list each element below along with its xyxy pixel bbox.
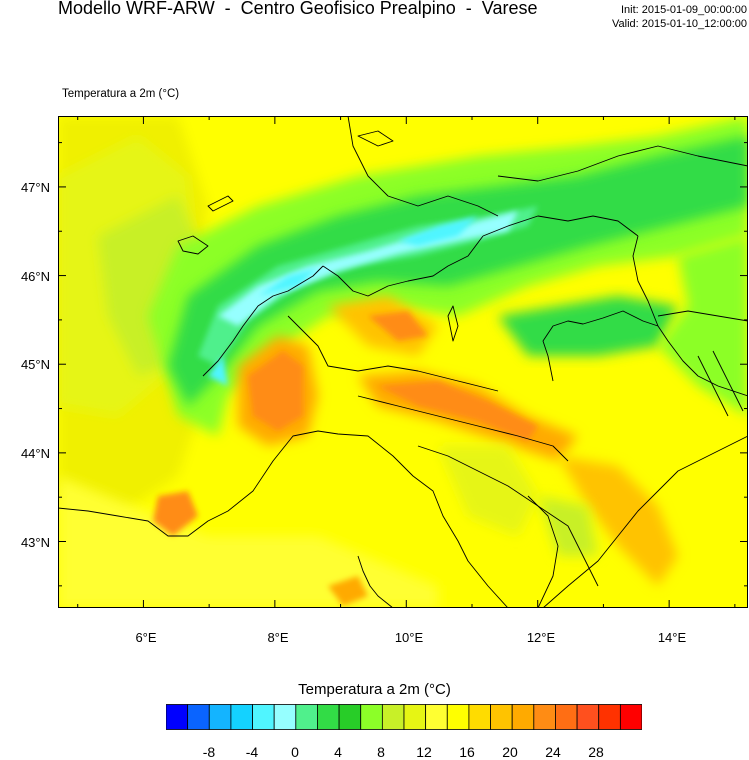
colorbar-box (468, 704, 491, 730)
colorbar-box (425, 704, 448, 730)
coastline-istria (657, 325, 748, 397)
lat-label-43: 43°N (20, 535, 50, 550)
border-swiss-italy (322, 235, 484, 297)
lake-geneva (177, 235, 209, 255)
border-tuscany (417, 445, 599, 587)
border-austria-north (497, 145, 748, 182)
field-tuscany (438, 446, 538, 536)
field-provence-hot (153, 491, 198, 536)
temperature-map (58, 116, 748, 608)
lake-neuchatel (207, 195, 234, 212)
colorbar-label-m4: -4 (245, 744, 259, 760)
border-central (527, 495, 559, 608)
lon-label-10: 10°E (394, 630, 424, 645)
colorbar-title: Temperatura a 2m (°C) (298, 681, 451, 698)
colorbar-box (295, 704, 318, 730)
colorbar-box (403, 704, 427, 730)
colorbar-box (511, 704, 535, 730)
colorbar-box (576, 704, 600, 730)
border-austria-italy (482, 215, 639, 237)
border-swiss-north (347, 116, 499, 217)
map-title: Modello WRF-ARW - Centro Geofisico Preal… (58, 0, 538, 18)
colorbar-box (273, 704, 297, 730)
colorbar-box (598, 704, 621, 730)
colorbar-label-16: 16 (459, 744, 475, 760)
colorbar-box (317, 704, 340, 730)
lat-label-46: 46°N (20, 269, 50, 284)
colorbar (166, 704, 642, 730)
colorbar-label-24: 24 (545, 744, 561, 760)
lon-label-14: 14°E (657, 630, 687, 645)
colorbar-label-0: 0 (291, 744, 299, 760)
lat-label-44: 44°N (20, 446, 50, 461)
field-alps-deep (208, 216, 478, 386)
border-piedmont (287, 315, 499, 392)
lon-label-8: 8°E (267, 630, 289, 645)
colorbar-box (252, 704, 275, 730)
colorbar-box (490, 704, 513, 730)
field-alps-green2 (168, 136, 748, 406)
lon-label-12: 12°E (526, 630, 556, 645)
corsica-north (357, 555, 394, 608)
colorbar-label-8: 8 (377, 744, 385, 760)
lake-constance (357, 130, 394, 147)
border-slovenia (632, 235, 659, 327)
init-time: Init: 2015-01-09_00:00:00 (621, 4, 747, 16)
lat-label-47: 47°N (20, 180, 50, 195)
colorbar-box (619, 704, 642, 730)
field-adriatic-warm (558, 456, 678, 586)
coastline-venice (542, 310, 659, 382)
field-ne-light (658, 236, 748, 416)
field-ligurian-hot (328, 576, 368, 606)
colorbar-box (187, 704, 210, 730)
field-subtitle: Temperatura a 2m (°C) (62, 88, 180, 100)
colorbar-box (166, 704, 189, 730)
field-po-hot (368, 311, 538, 441)
field-alps-cold (198, 206, 538, 366)
coastline-adriatic (542, 435, 748, 608)
border-slovenia-croatia (657, 310, 748, 322)
colorbar-box (338, 704, 362, 730)
croatia-islands (697, 350, 744, 417)
colorbar-label-12: 12 (416, 744, 432, 760)
border-emilia (357, 395, 569, 462)
colorbar-box (555, 704, 578, 730)
field-south-sea (58, 476, 438, 608)
colorbar-label-28: 28 (588, 744, 604, 760)
coastline-ligurian (58, 430, 509, 608)
colorbar-box (360, 704, 383, 730)
map-frame (58, 116, 748, 608)
valid-time: Valid: 2015-01-10_12:00:00 (612, 18, 747, 30)
colorbar-label-20: 20 (502, 744, 518, 760)
colorbar-box (208, 704, 232, 730)
lon-label-6: 6°E (135, 630, 157, 645)
colorbar-box (230, 704, 253, 730)
colorbar-label-4: 4 (334, 744, 342, 760)
colorbar-box (533, 704, 556, 730)
colorbar-box (381, 704, 405, 730)
colorbar-label-m8: -8 (202, 744, 216, 760)
colorbar-box (446, 704, 470, 730)
lat-label-45: 45°N (20, 357, 50, 372)
field-piedmont-hot (248, 351, 303, 431)
border-france-italy (202, 265, 324, 377)
lake-garda (447, 305, 459, 342)
